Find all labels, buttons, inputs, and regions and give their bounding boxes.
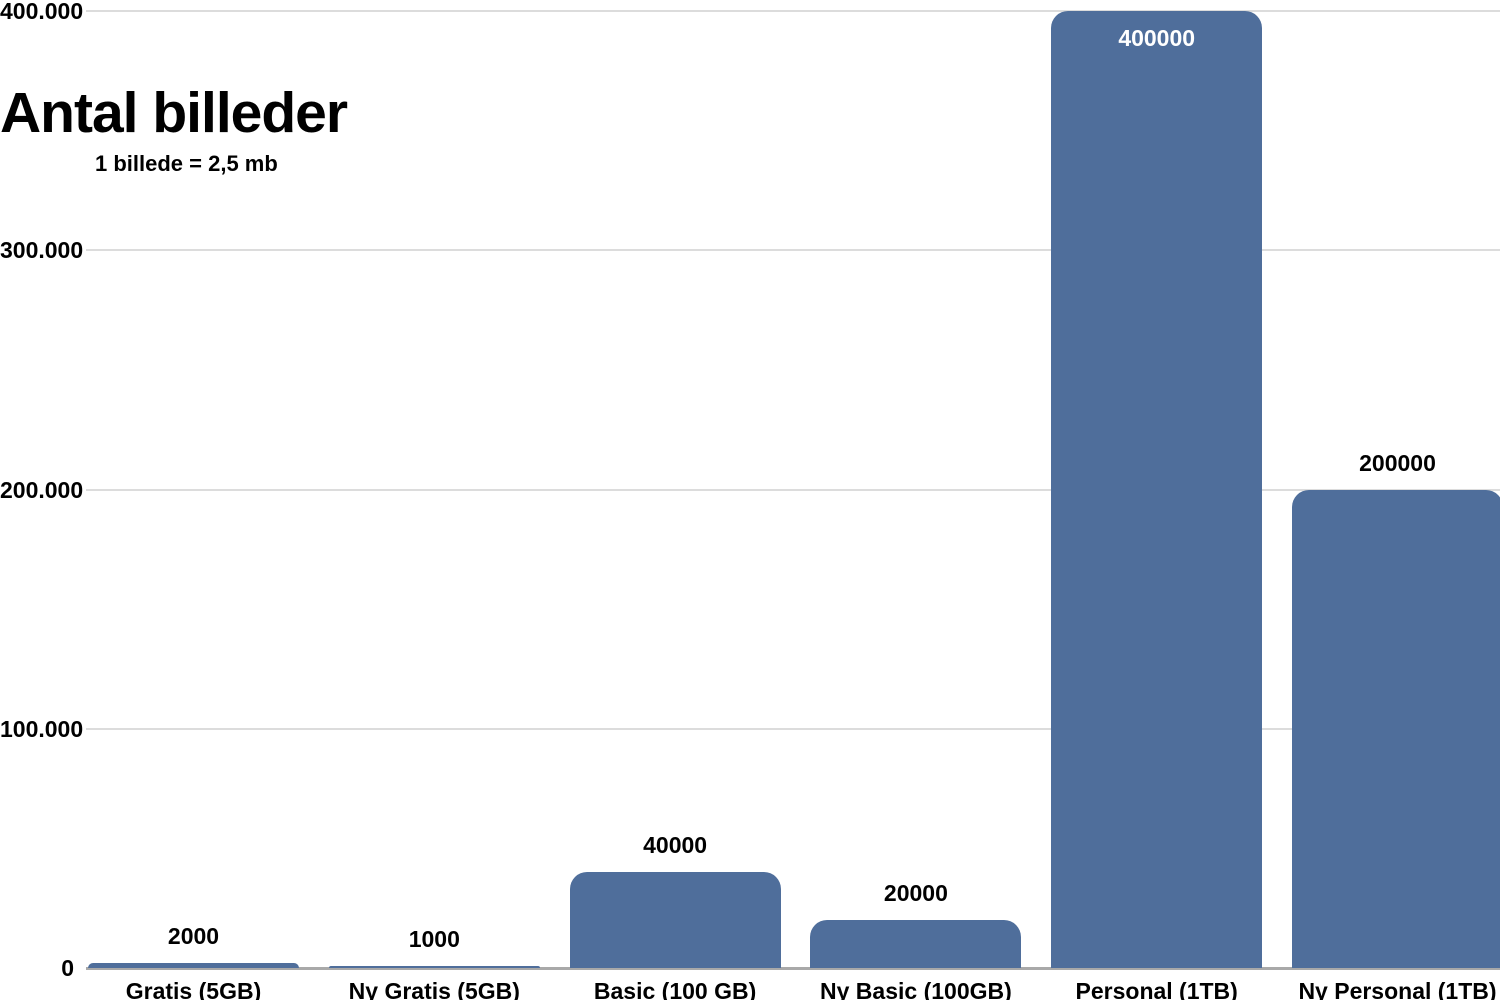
bar-gratis-5gb: [88, 963, 299, 968]
y-tick-label: 200.000: [0, 476, 84, 503]
y-tick-label: 100.000: [0, 715, 84, 742]
bar-basic-100-gb: [569, 872, 781, 968]
y-tick-label: 300.000: [0, 237, 84, 264]
x-axis-label: Personal (1TB): [1075, 978, 1238, 1000]
chart-subtitle: 1 billede = 2,5 mb: [95, 151, 278, 176]
gridline: [86, 10, 1500, 12]
bar-value-label: 400000: [1118, 25, 1196, 51]
bar-value-label: 200000: [1359, 449, 1436, 476]
x-axis-label: Ny Personal (1TB): [1298, 978, 1497, 1000]
gridline: [86, 249, 1500, 252]
bar-value-label: 2000: [167, 923, 220, 950]
gridline: [86, 727, 1500, 730]
x-axis-line: [86, 967, 1500, 970]
y-tick-label: 0: [61, 955, 74, 981]
chart-title: Antal billeder: [0, 81, 348, 145]
y-tick-label: 400.000: [0, 0, 84, 24]
bar-ny-basic-100gb: [810, 920, 1022, 968]
gridline: [86, 488, 1500, 491]
x-axis-label: Gratis (5GB): [125, 978, 262, 1000]
bar-ny-gratis-5gb: [328, 965, 540, 968]
x-axis-label: Ny Gratis (5GB): [348, 978, 520, 1000]
bar-value-label: 1000: [408, 925, 460, 952]
bar-value-label: 20000: [883, 880, 948, 907]
bar-ny-personal-1tb: [1292, 489, 1500, 968]
x-axis-label: Basic (100 GB): [593, 978, 757, 1000]
bar-value-label: 40000: [643, 832, 708, 859]
x-axis-label: Ny Basic (100GB): [820, 978, 1012, 1000]
bar-personal-1tb: [1051, 11, 1263, 968]
